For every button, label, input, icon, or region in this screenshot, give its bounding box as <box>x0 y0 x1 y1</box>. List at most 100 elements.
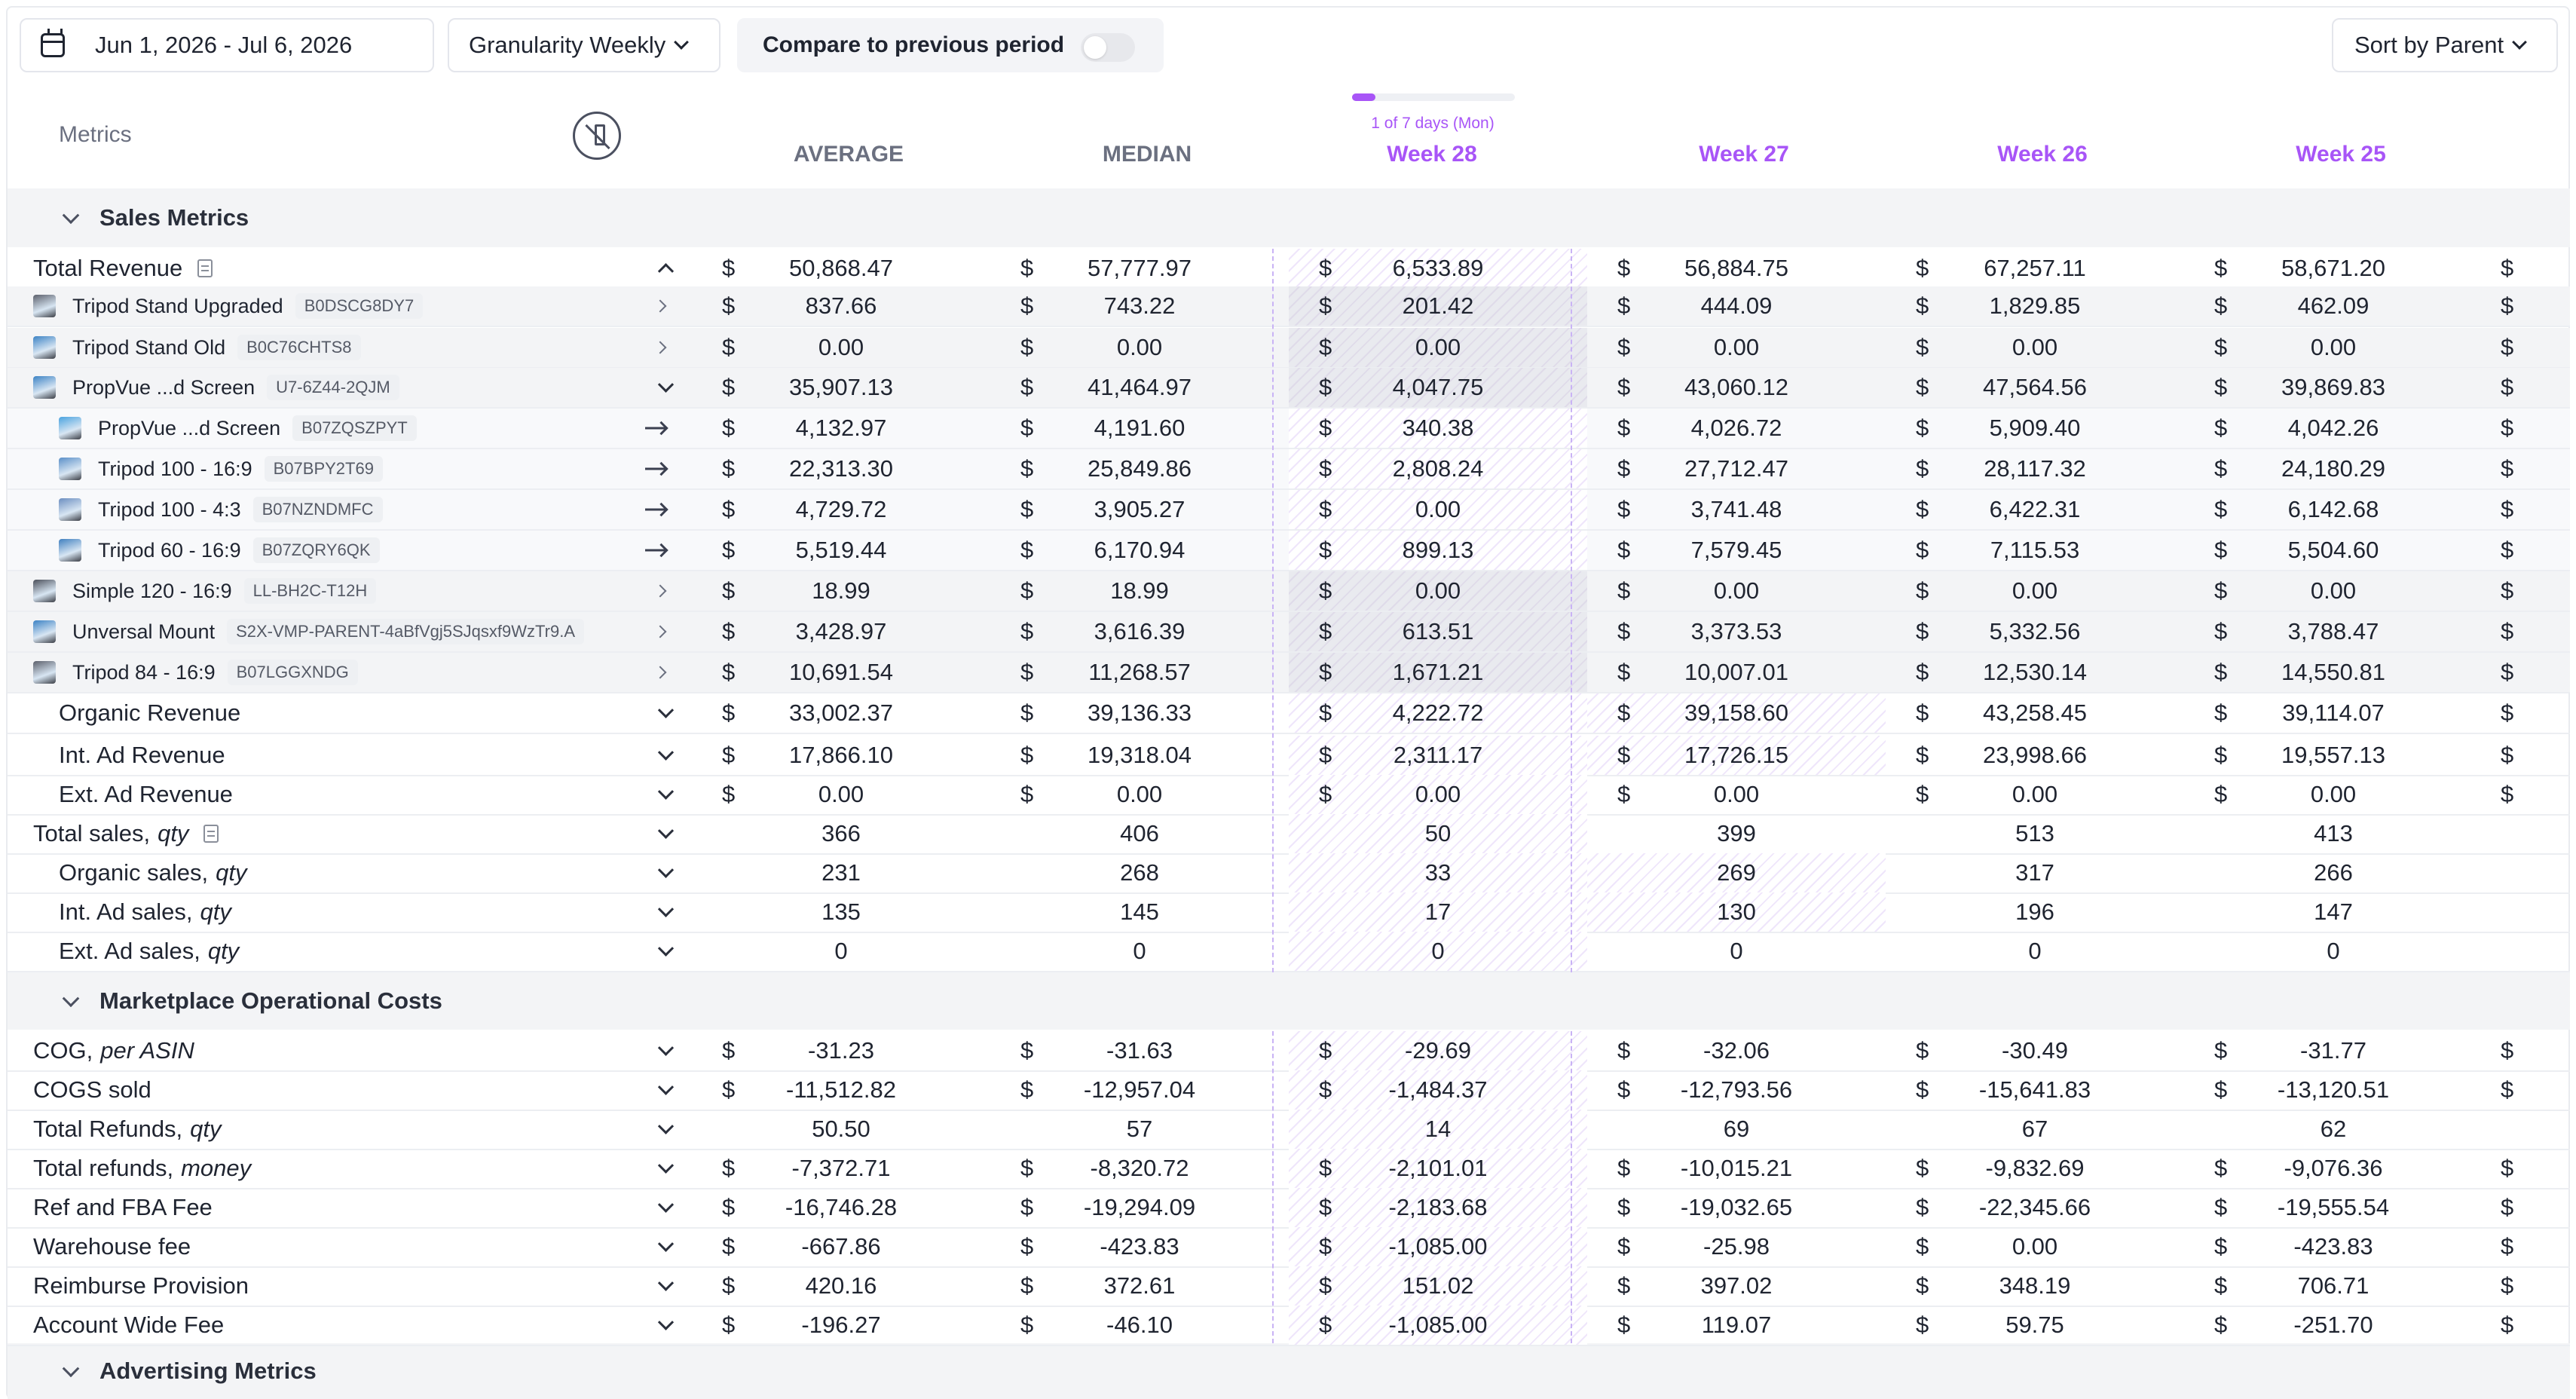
arrow-right-icon[interactable] <box>645 467 666 470</box>
value-cell: $743.22 <box>990 286 1289 326</box>
row-label: Total Revenue <box>33 255 213 282</box>
chevron-down-icon[interactable] <box>657 901 675 917</box>
table-row[interactable]: Reimburse Provision $420.16 $372.61 $151.02… <box>8 1266 2570 1306</box>
table-row[interactable]: Warehouse fee $ -667.86 $ -423.83 $ -1,085.00 $… <box>8 1227 2570 1266</box>
value-text: 19,557.13 <box>2281 742 2385 768</box>
chevron-right-icon[interactable] <box>653 299 667 313</box>
value-text: 5,519.44 <box>795 537 887 563</box>
chevron-down-icon[interactable] <box>657 822 675 839</box>
chevron-down-icon[interactable] <box>657 702 675 718</box>
currency-symbol: $ <box>2214 334 2228 360</box>
chevron-down-icon[interactable] <box>657 744 675 761</box>
sort-dropdown[interactable]: Sort by Parent <box>2332 18 2558 72</box>
toolbar: Jun 1, 2026 - Jul 6, 2026 Granularity We… <box>0 0 2576 83</box>
section-marketplace-costs[interactable]: Marketplace Operational Costs <box>8 972 2570 1030</box>
table-row[interactable]: COGS sold $ -11,512.82 $ -12,957.04 $ -1,484.3… <box>8 1070 2570 1110</box>
chevron-down-icon[interactable] <box>657 1079 675 1095</box>
table-row[interactable]: Total Revenue $50,868.47 $57,777.97 $6,533.… <box>8 249 2570 288</box>
col-header-week-26[interactable]: Week 26 <box>1997 142 2088 167</box>
value-cell: $ -31.23 <box>692 1031 990 1070</box>
col-header-week-27[interactable]: Week 27 <box>1699 142 1789 167</box>
chevron-right-icon[interactable] <box>653 666 667 679</box>
chevron-down-icon[interactable] <box>657 376 675 393</box>
chevron-down-icon[interactable] <box>657 1275 675 1291</box>
chevron-down-icon[interactable] <box>657 940 675 957</box>
arrow-right-icon[interactable] <box>645 427 666 430</box>
table-row[interactable]: Tripod 60 - 16:9 B07ZQRY6QK $5,519.44 $6,17… <box>8 531 2570 570</box>
table-row[interactable]: Ext. Ad sales, qty 0 0 0 0 0 0 <box>8 932 2570 971</box>
table-row[interactable]: Ext. Ad Revenue $0.00 $0.00 $0.00 $0.00 $0.00… <box>8 775 2570 814</box>
asin-badge: S2X-VMP-PARENT-4aBfVgj5SJqsxf9WzTr9.A <box>227 619 584 644</box>
table-row[interactable]: Unversal Mount S2X-VMP-PARENT-4aBfVgj5SJq… <box>8 612 2570 651</box>
chevron-down-icon[interactable] <box>657 1157 675 1174</box>
arrow-right-icon[interactable] <box>645 549 666 552</box>
table-row[interactable]: Simple 120 - 16:9 LL-BH2C-T12H $18.99 $18.9… <box>8 571 2570 611</box>
row-label-text: Tripod 100 - 4:3 <box>98 497 241 521</box>
value-cell: $ -19,032.65 <box>1587 1188 1886 1227</box>
value-text: 6,422.31 <box>1989 496 2081 522</box>
currency-symbol: $ <box>1020 334 1034 360</box>
currency-symbol: $ <box>1617 455 1631 482</box>
value-cell: 17 <box>1289 892 1587 932</box>
col-header-week-25[interactable]: Week 25 <box>2296 142 2386 167</box>
chevron-up-icon[interactable] <box>657 263 675 280</box>
compare-previous-period[interactable]: Compare to previous period <box>737 18 1164 72</box>
table-row[interactable]: Tripod 84 - 16:9 B07LGGXNDG $10,691.54 $11,… <box>8 653 2570 692</box>
col-header-week-28[interactable]: Week 28 <box>1387 142 1477 167</box>
chevron-down-icon[interactable] <box>657 783 675 800</box>
chevron-right-icon[interactable] <box>653 341 667 354</box>
table-row[interactable]: COG, per ASIN $ -31.23 $ -31.63 $ -29.69 $ -32.06… <box>8 1031 2570 1070</box>
value-text: 0.00 <box>1713 577 1760 604</box>
table-row[interactable]: Total refunds, money $ -7,372.71 $ -8,320.72 $… <box>8 1149 2570 1188</box>
value-cell: $3,428.97 <box>692 612 990 651</box>
product-thumbnail <box>33 661 56 684</box>
value-text: 2,808.24 <box>1392 455 1484 482</box>
chevron-down-icon[interactable] <box>657 1196 675 1213</box>
table-row[interactable]: Int. Ad Revenue $17,866.10 $19,318.04 $2,31… <box>8 736 2570 775</box>
chevron-down-icon[interactable] <box>657 1039 675 1056</box>
row-label: PropVue ...d Screen B07ZQSZPYT <box>59 415 417 441</box>
value-cell: $ -29.69 <box>1289 1031 1587 1070</box>
col-header-median[interactable]: MEDIAN <box>1102 142 1192 167</box>
value-cell: $ -9,076.36 <box>2184 1149 2483 1188</box>
currency-symbol: $ <box>1319 1076 1332 1103</box>
table-row[interactable]: Tripod 100 - 4:3 B07NZNDMFC $4,729.72 $3,90… <box>8 490 2570 529</box>
currency-symbol: $ <box>1319 1037 1332 1064</box>
table-row[interactable]: Account Wide Fee $ -196.27 $ -46.10 $ -1,085.0… <box>8 1306 2570 1345</box>
value-text: -1,484.37 <box>1388 1076 1488 1103</box>
row-label: Total sales, qty <box>33 820 219 847</box>
compare-toggle[interactable] <box>1081 33 1135 62</box>
table-row[interactable]: PropVue ...d Screen B07ZQSZPYT $4,132.97 $4… <box>8 409 2570 448</box>
value-text: -46.10 <box>1106 1312 1173 1338</box>
chevron-down-icon[interactable] <box>657 862 675 878</box>
currency-symbol: $ <box>1916 577 1929 604</box>
value-text: 59.75 <box>2005 1312 2064 1338</box>
unpin-icon[interactable] <box>573 112 621 160</box>
chevron-down-icon[interactable] <box>657 1118 675 1134</box>
table-row[interactable]: Organic Revenue $33,002.37 $39,136.33 $4,22… <box>8 693 2570 733</box>
table-row[interactable]: Organic sales, qty 231 268 33 269 317 266 <box>8 853 2570 892</box>
table-row[interactable]: Tripod Stand Upgraded B0DSCG8DY7 $837.66 $7… <box>8 286 2570 326</box>
arrow-right-icon[interactable] <box>645 508 666 511</box>
chevron-right-icon[interactable] <box>653 584 667 598</box>
table-row[interactable]: Total Refunds, qty 50.50 57 14 69 67 62 <box>8 1110 2570 1149</box>
currency-symbol: $ <box>1319 255 1332 281</box>
table-row[interactable]: Ref and FBA Fee $ -16,746.28 $ -19,294.09 $ -2… <box>8 1188 2570 1227</box>
row-label-unit: qty <box>190 1116 222 1142</box>
note-icon[interactable] <box>197 259 213 277</box>
section-sales-metrics[interactable]: Sales Metrics <box>8 188 2570 247</box>
chevron-down-icon[interactable] <box>657 1314 675 1330</box>
chevron-down-icon[interactable] <box>657 1235 675 1252</box>
currency-symbol: $ <box>1916 781 1929 807</box>
chevron-right-icon[interactable] <box>653 625 667 638</box>
table-row[interactable]: Tripod 100 - 16:9 B07BPY2T69 $22,313.30 $25… <box>8 449 2570 488</box>
granularity-dropdown[interactable]: Granularity Weekly <box>448 18 720 72</box>
table-row[interactable]: Tripod Stand Old B0C76CHTS8 $0.00 $0.00 $0.0… <box>8 328 2570 367</box>
note-icon[interactable] <box>203 825 219 843</box>
table-row[interactable]: Total sales, qty 366 406 50 399 513 413 <box>8 814 2570 853</box>
date-range-picker[interactable]: Jun 1, 2026 - Jul 6, 2026 <box>20 18 434 72</box>
col-header-average[interactable]: AVERAGE <box>793 142 904 167</box>
section-advertising-metrics[interactable]: Advertising Metrics <box>8 1343 2570 1399</box>
table-row[interactable]: Int. Ad sales, qty 135 145 17 130 196 147 <box>8 892 2570 932</box>
table-row[interactable]: PropVue ...d Screen U7-6Z44-2QJM $35,907.1… <box>8 368 2570 407</box>
